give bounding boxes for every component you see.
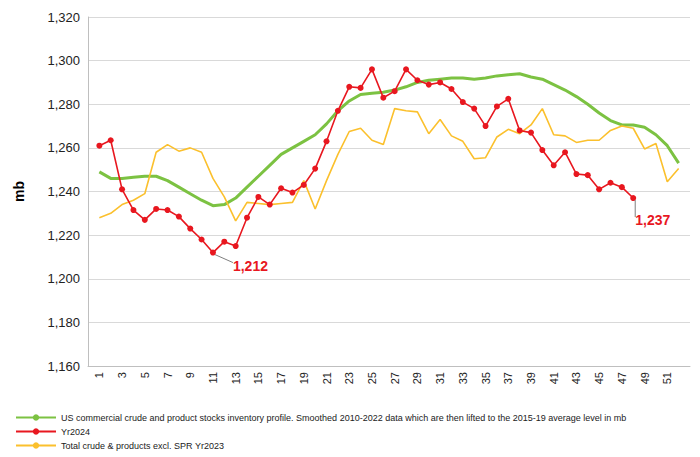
svg-text:33: 33 (457, 372, 469, 384)
svg-text:51: 51 (661, 372, 673, 384)
svg-text:1,260: 1,260 (47, 140, 80, 155)
svg-text:27: 27 (389, 372, 401, 384)
svg-text:Yr2024: Yr2024 (61, 427, 90, 437)
svg-text:1,200: 1,200 (47, 271, 80, 286)
svg-text:39: 39 (525, 372, 537, 384)
svg-text:43: 43 (570, 372, 582, 384)
svg-text:49: 49 (639, 372, 651, 384)
svg-text:7: 7 (162, 372, 174, 378)
svg-text:47: 47 (616, 372, 628, 384)
svg-text:31: 31 (434, 372, 446, 384)
svg-text:11: 11 (207, 372, 219, 383)
svg-text:1: 1 (93, 372, 105, 378)
svg-text:1,212: 1,212 (233, 258, 268, 274)
svg-text:1,320: 1,320 (47, 10, 80, 25)
svg-text:1,237: 1,237 (635, 212, 670, 228)
svg-text:US commercial crude and produc: US commercial crude and product stocks i… (61, 413, 626, 423)
svg-text:1,280: 1,280 (47, 97, 80, 112)
svg-text:17: 17 (275, 372, 287, 384)
svg-text:13: 13 (230, 372, 242, 384)
svg-text:41: 41 (548, 372, 560, 384)
svg-text:21: 21 (321, 372, 333, 384)
svg-text:3: 3 (116, 372, 128, 378)
svg-text:1,300: 1,300 (47, 53, 80, 68)
svg-text:15: 15 (252, 372, 264, 384)
svg-text:5: 5 (139, 372, 151, 378)
svg-text:9: 9 (184, 372, 196, 378)
svg-text:19: 19 (298, 372, 310, 384)
svg-text:1,220: 1,220 (47, 228, 80, 243)
svg-text:37: 37 (502, 372, 514, 384)
svg-text:1,180: 1,180 (47, 315, 80, 330)
svg-text:Total crude & products excl. S: Total crude & products excl. SPR Yr2023 (61, 441, 224, 451)
svg-text:29: 29 (411, 372, 423, 384)
svg-text:25: 25 (366, 372, 378, 384)
svg-text:23: 23 (343, 372, 355, 384)
svg-text:45: 45 (593, 372, 605, 384)
svg-text:1,160: 1,160 (47, 359, 80, 374)
svg-text:1,240: 1,240 (47, 184, 80, 199)
svg-text:35: 35 (480, 372, 492, 384)
svg-text:mb: mb (11, 181, 27, 202)
